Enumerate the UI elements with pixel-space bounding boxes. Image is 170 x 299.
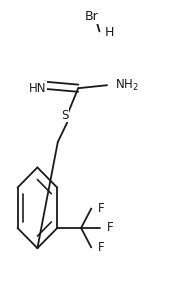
Text: HN: HN [29, 82, 46, 95]
Text: F: F [98, 202, 105, 215]
Text: NH$_2$: NH$_2$ [115, 78, 139, 93]
Text: S: S [61, 109, 68, 122]
Text: F: F [98, 241, 105, 254]
Text: F: F [107, 222, 113, 234]
Text: H: H [105, 26, 114, 39]
Text: Br: Br [85, 10, 99, 23]
